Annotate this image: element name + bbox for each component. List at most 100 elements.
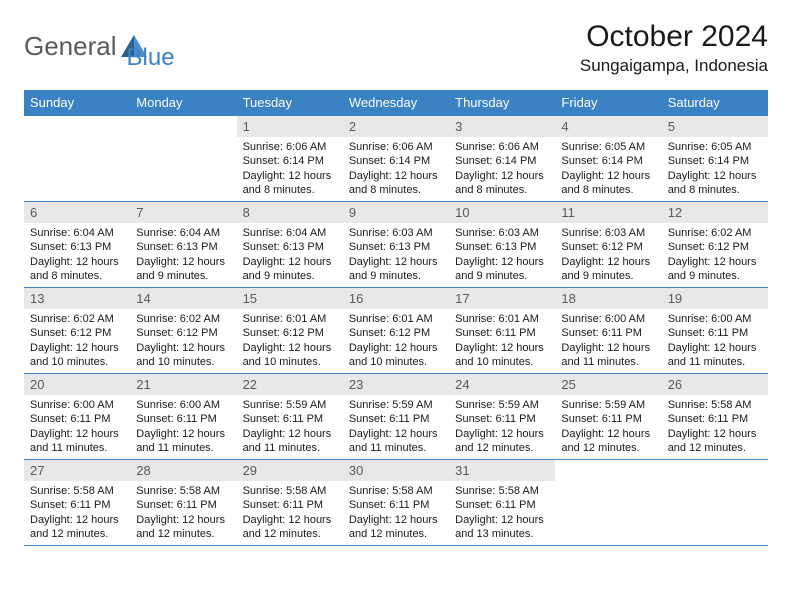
title-block: October 2024 Sungaigampa, Indonesia xyxy=(580,20,768,76)
day-number: 23 xyxy=(343,374,449,395)
day-content: Sunrise: 6:06 AMSunset: 6:14 PMDaylight:… xyxy=(343,137,449,200)
calendar-day-cell: 6Sunrise: 6:04 AMSunset: 6:13 PMDaylight… xyxy=(24,202,130,288)
day-number: 24 xyxy=(449,374,555,395)
day-number: 9 xyxy=(343,202,449,223)
day-number: 1 xyxy=(237,116,343,137)
day-number: 12 xyxy=(662,202,768,223)
day-content: Sunrise: 6:05 AMSunset: 6:14 PMDaylight:… xyxy=(555,137,661,200)
weekday-header: Sunday xyxy=(24,90,130,116)
day-number: 30 xyxy=(343,460,449,481)
calendar-day-cell: 25Sunrise: 5:59 AMSunset: 6:11 PMDayligh… xyxy=(555,374,661,460)
day-number: 13 xyxy=(24,288,130,309)
day-content: Sunrise: 6:02 AMSunset: 6:12 PMDaylight:… xyxy=(662,223,768,286)
day-number: 25 xyxy=(555,374,661,395)
calendar-week-row: 20Sunrise: 6:00 AMSunset: 6:11 PMDayligh… xyxy=(24,374,768,460)
day-number: 5 xyxy=(662,116,768,137)
calendar-day-cell: 10Sunrise: 6:03 AMSunset: 6:13 PMDayligh… xyxy=(449,202,555,288)
calendar-week-row: 1Sunrise: 6:06 AMSunset: 6:14 PMDaylight… xyxy=(24,116,768,202)
calendar-day-cell: 13Sunrise: 6:02 AMSunset: 6:12 PMDayligh… xyxy=(24,288,130,374)
day-content: Sunrise: 5:59 AMSunset: 6:11 PMDaylight:… xyxy=(449,395,555,458)
calendar-day-cell: 24Sunrise: 5:59 AMSunset: 6:11 PMDayligh… xyxy=(449,374,555,460)
day-content: Sunrise: 6:04 AMSunset: 6:13 PMDaylight:… xyxy=(24,223,130,286)
calendar-day-cell: 7Sunrise: 6:04 AMSunset: 6:13 PMDaylight… xyxy=(130,202,236,288)
calendar-day-cell: 12Sunrise: 6:02 AMSunset: 6:12 PMDayligh… xyxy=(662,202,768,288)
day-content: Sunrise: 6:02 AMSunset: 6:12 PMDaylight:… xyxy=(130,309,236,372)
day-number: 3 xyxy=(449,116,555,137)
day-number: 16 xyxy=(343,288,449,309)
day-number: 2 xyxy=(343,116,449,137)
day-content: Sunrise: 6:00 AMSunset: 6:11 PMDaylight:… xyxy=(130,395,236,458)
calendar-day-cell: 27Sunrise: 5:58 AMSunset: 6:11 PMDayligh… xyxy=(24,460,130,546)
day-number: 22 xyxy=(237,374,343,395)
calendar-day-cell xyxy=(24,116,130,202)
calendar-week-row: 6Sunrise: 6:04 AMSunset: 6:13 PMDaylight… xyxy=(24,202,768,288)
calendar-day-cell: 1Sunrise: 6:06 AMSunset: 6:14 PMDaylight… xyxy=(237,116,343,202)
day-content: Sunrise: 6:05 AMSunset: 6:14 PMDaylight:… xyxy=(662,137,768,200)
calendar-week-row: 27Sunrise: 5:58 AMSunset: 6:11 PMDayligh… xyxy=(24,460,768,546)
day-content: Sunrise: 6:03 AMSunset: 6:12 PMDaylight:… xyxy=(555,223,661,286)
day-number: 4 xyxy=(555,116,661,137)
calendar-day-cell: 23Sunrise: 5:59 AMSunset: 6:11 PMDayligh… xyxy=(343,374,449,460)
day-content: Sunrise: 5:59 AMSunset: 6:11 PMDaylight:… xyxy=(343,395,449,458)
day-number: 14 xyxy=(130,288,236,309)
calendar-day-cell: 19Sunrise: 6:00 AMSunset: 6:11 PMDayligh… xyxy=(662,288,768,374)
month-title: October 2024 xyxy=(580,20,768,54)
weekday-header: Friday xyxy=(555,90,661,116)
calendar-day-cell: 5Sunrise: 6:05 AMSunset: 6:14 PMDaylight… xyxy=(662,116,768,202)
logo: General Blue xyxy=(24,20,175,72)
day-number: 17 xyxy=(449,288,555,309)
day-content: Sunrise: 6:04 AMSunset: 6:13 PMDaylight:… xyxy=(237,223,343,286)
calendar-day-cell: 29Sunrise: 5:58 AMSunset: 6:11 PMDayligh… xyxy=(237,460,343,546)
calendar-day-cell: 22Sunrise: 5:59 AMSunset: 6:11 PMDayligh… xyxy=(237,374,343,460)
day-content: Sunrise: 5:58 AMSunset: 6:11 PMDaylight:… xyxy=(662,395,768,458)
calendar-day-cell xyxy=(130,116,236,202)
day-number: 19 xyxy=(662,288,768,309)
day-content: Sunrise: 6:00 AMSunset: 6:11 PMDaylight:… xyxy=(662,309,768,372)
day-content: Sunrise: 6:02 AMSunset: 6:12 PMDaylight:… xyxy=(24,309,130,372)
day-number: 28 xyxy=(130,460,236,481)
day-content: Sunrise: 6:01 AMSunset: 6:11 PMDaylight:… xyxy=(449,309,555,372)
day-number: 20 xyxy=(24,374,130,395)
weekday-header: Tuesday xyxy=(237,90,343,116)
calendar-day-cell xyxy=(662,460,768,546)
day-content: Sunrise: 6:01 AMSunset: 6:12 PMDaylight:… xyxy=(343,309,449,372)
day-number: 29 xyxy=(237,460,343,481)
weekday-row: SundayMondayTuesdayWednesdayThursdayFrid… xyxy=(24,90,768,116)
calendar-day-cell: 16Sunrise: 6:01 AMSunset: 6:12 PMDayligh… xyxy=(343,288,449,374)
calendar-day-cell: 2Sunrise: 6:06 AMSunset: 6:14 PMDaylight… xyxy=(343,116,449,202)
calendar-day-cell: 31Sunrise: 5:58 AMSunset: 6:11 PMDayligh… xyxy=(449,460,555,546)
calendar-week-row: 13Sunrise: 6:02 AMSunset: 6:12 PMDayligh… xyxy=(24,288,768,374)
calendar-day-cell: 14Sunrise: 6:02 AMSunset: 6:12 PMDayligh… xyxy=(130,288,236,374)
calendar-day-cell: 4Sunrise: 6:05 AMSunset: 6:14 PMDaylight… xyxy=(555,116,661,202)
day-content: Sunrise: 6:03 AMSunset: 6:13 PMDaylight:… xyxy=(449,223,555,286)
weekday-header: Wednesday xyxy=(343,90,449,116)
calendar-day-cell: 15Sunrise: 6:01 AMSunset: 6:12 PMDayligh… xyxy=(237,288,343,374)
day-number: 15 xyxy=(237,288,343,309)
day-number: 27 xyxy=(24,460,130,481)
location: Sungaigampa, Indonesia xyxy=(580,56,768,76)
day-content: Sunrise: 6:00 AMSunset: 6:11 PMDaylight:… xyxy=(555,309,661,372)
day-number: 26 xyxy=(662,374,768,395)
calendar-day-cell: 21Sunrise: 6:00 AMSunset: 6:11 PMDayligh… xyxy=(130,374,236,460)
calendar-day-cell: 11Sunrise: 6:03 AMSunset: 6:12 PMDayligh… xyxy=(555,202,661,288)
day-number: 18 xyxy=(555,288,661,309)
day-content: Sunrise: 5:58 AMSunset: 6:11 PMDaylight:… xyxy=(24,481,130,544)
day-number: 7 xyxy=(130,202,236,223)
weekday-header: Monday xyxy=(130,90,236,116)
day-number: 31 xyxy=(449,460,555,481)
day-content: Sunrise: 6:04 AMSunset: 6:13 PMDaylight:… xyxy=(130,223,236,286)
weekday-header: Saturday xyxy=(662,90,768,116)
day-content: Sunrise: 6:01 AMSunset: 6:12 PMDaylight:… xyxy=(237,309,343,372)
calendar-day-cell: 26Sunrise: 5:58 AMSunset: 6:11 PMDayligh… xyxy=(662,374,768,460)
calendar-day-cell: 17Sunrise: 6:01 AMSunset: 6:11 PMDayligh… xyxy=(449,288,555,374)
day-number: 8 xyxy=(237,202,343,223)
calendar-day-cell: 28Sunrise: 5:58 AMSunset: 6:11 PMDayligh… xyxy=(130,460,236,546)
day-content: Sunrise: 6:06 AMSunset: 6:14 PMDaylight:… xyxy=(237,137,343,200)
logo-text-blue: Blue xyxy=(127,44,175,72)
weekday-header: Thursday xyxy=(449,90,555,116)
calendar-head: SundayMondayTuesdayWednesdayThursdayFrid… xyxy=(24,90,768,116)
calendar-day-cell: 9Sunrise: 6:03 AMSunset: 6:13 PMDaylight… xyxy=(343,202,449,288)
day-content: Sunrise: 5:59 AMSunset: 6:11 PMDaylight:… xyxy=(555,395,661,458)
day-content: Sunrise: 5:59 AMSunset: 6:11 PMDaylight:… xyxy=(237,395,343,458)
day-content: Sunrise: 5:58 AMSunset: 6:11 PMDaylight:… xyxy=(449,481,555,544)
